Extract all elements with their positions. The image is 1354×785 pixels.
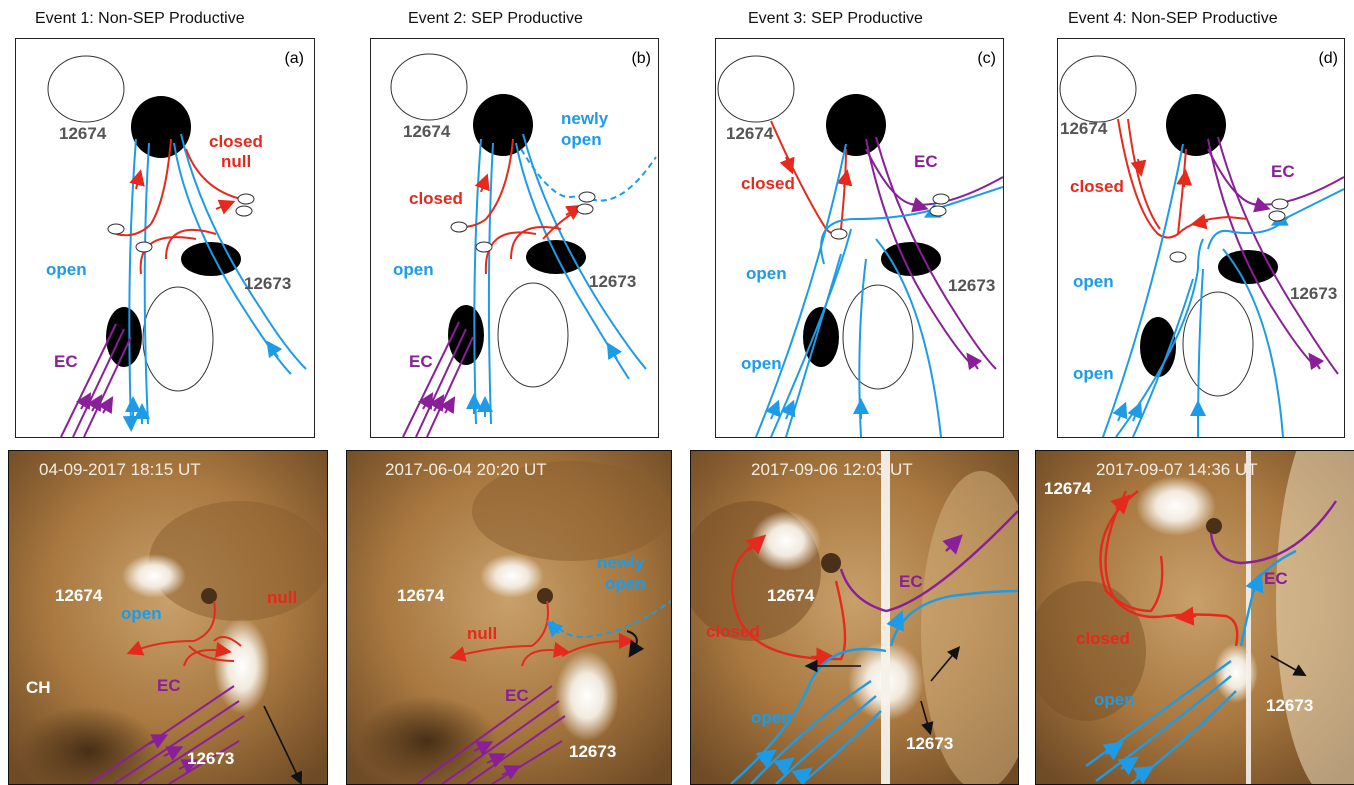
svg-text:open: open — [746, 264, 787, 283]
event-2-title: Event 2: SEP Productive — [408, 10, 583, 27]
svg-text:closed: closed — [706, 622, 760, 641]
svg-text:12673: 12673 — [244, 274, 291, 293]
euv-image-event-2: 2017-06-04 20:20 UT newly open 12674 nul… — [346, 450, 672, 785]
white-polarity-region — [47, 55, 125, 123]
svg-text:12673: 12673 — [569, 742, 616, 761]
svg-text:closed: closed — [209, 132, 263, 151]
svg-text:EC: EC — [157, 676, 181, 695]
svg-text:closed: closed — [1076, 629, 1130, 648]
svg-text:EC: EC — [899, 572, 923, 591]
sunspot-12673 — [181, 242, 241, 276]
svg-text:closed: closed — [741, 174, 795, 193]
svg-text:12674: 12674 — [55, 586, 103, 605]
svg-text:2017-06-04 20:20 UT: 2017-06-04 20:20 UT — [385, 460, 547, 479]
svg-text:null: null — [467, 624, 497, 643]
svg-text:12673: 12673 — [589, 272, 636, 291]
svg-text:EC: EC — [1264, 569, 1288, 588]
svg-text:open: open — [1073, 272, 1114, 291]
event-4-title: Event 4: Non-SEP Productive — [1068, 10, 1278, 27]
svg-text:newly: newly — [561, 109, 609, 128]
diagram-panel-c: (c) 12674 closed EC open 12673 open — [715, 38, 1004, 438]
panel-tag: (d) — [1318, 50, 1338, 67]
svg-text:12674: 12674 — [1044, 479, 1092, 498]
svg-text:12674: 12674 — [403, 122, 451, 141]
svg-text:open: open — [1094, 690, 1135, 709]
event-3-title: Event 3: SEP Productive — [748, 10, 923, 27]
svg-text:open: open — [561, 130, 602, 149]
euv-image-event-3: 2017-09-06 12:03 UT 12674 EC closed open… — [690, 450, 1019, 785]
diagram-panel-b: (b) 12674 newly open closed open 12673 E… — [370, 38, 659, 438]
svg-text:12673: 12673 — [906, 734, 953, 753]
svg-text:12674: 12674 — [1060, 119, 1108, 138]
sunspot-ec — [106, 307, 142, 367]
svg-text:open: open — [741, 354, 782, 373]
svg-text:open: open — [46, 260, 87, 279]
sunspot-12674 — [131, 96, 191, 158]
svg-text:12674: 12674 — [726, 124, 774, 143]
white-polarity-region-2 — [142, 286, 214, 392]
svg-text:open: open — [605, 574, 646, 593]
svg-text:open: open — [121, 604, 162, 623]
svg-text:12673: 12673 — [1266, 696, 1313, 715]
svg-text:2017-09-07 14:36 UT: 2017-09-07 14:36 UT — [1096, 460, 1258, 479]
svg-text:open: open — [393, 260, 434, 279]
svg-text:EC: EC — [1271, 162, 1295, 181]
svg-text:EC: EC — [914, 152, 938, 171]
svg-text:12673: 12673 — [187, 749, 234, 768]
svg-text:EC: EC — [505, 686, 529, 705]
svg-text:newly: newly — [597, 553, 645, 572]
svg-text:CH: CH — [26, 678, 51, 697]
svg-text:12674: 12674 — [767, 586, 815, 605]
euv-image-event-4: 2017-09-07 14:36 UT 12674 EC closed open… — [1035, 450, 1354, 785]
svg-text:12674: 12674 — [397, 586, 445, 605]
svg-text:EC: EC — [409, 352, 433, 371]
panel-tag: (a) — [284, 50, 304, 67]
svg-text:null: null — [267, 588, 297, 607]
svg-text:open: open — [751, 708, 792, 727]
euv-image-event-1: 04-09-2017 18:15 UT 12674 open null CH E… — [8, 450, 328, 785]
diagram-panel-a: (a) 12674 closed null open 12673 EC — [15, 38, 315, 438]
svg-text:closed: closed — [1070, 177, 1124, 196]
svg-text:null: null — [221, 152, 251, 171]
svg-text:open: open — [1073, 364, 1114, 383]
svg-text:EC: EC — [54, 352, 78, 371]
svg-text:12673: 12673 — [1290, 284, 1337, 303]
svg-text:12673: 12673 — [948, 276, 995, 295]
panel-tag: (c) — [977, 50, 996, 67]
diagram-panel-d: (d) 12674 closed EC open 12673 open — [1057, 38, 1345, 438]
event-1-title: Event 1: Non-SEP Productive — [35, 10, 245, 27]
svg-text:12674: 12674 — [59, 124, 107, 143]
svg-text:closed: closed — [409, 189, 463, 208]
panel-tag: (b) — [631, 50, 651, 67]
svg-text:2017-09-06 12:03 UT: 2017-09-06 12:03 UT — [751, 460, 913, 479]
svg-text:04-09-2017 18:15 UT: 04-09-2017 18:15 UT — [39, 460, 201, 479]
